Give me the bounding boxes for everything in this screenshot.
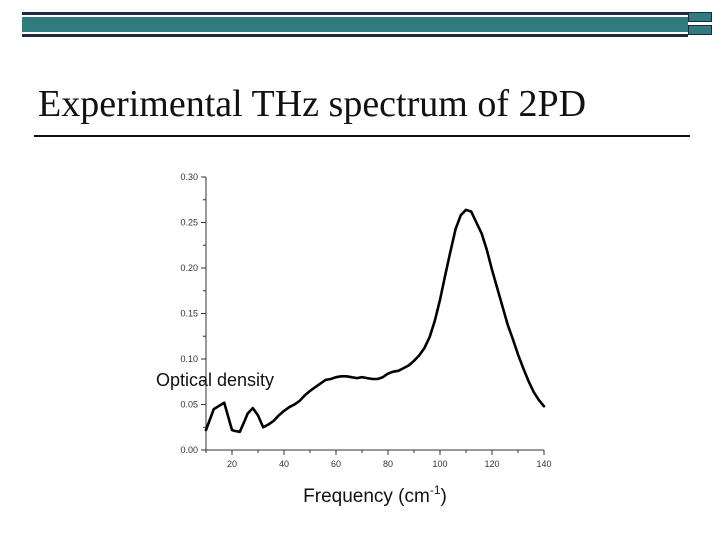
data-point xyxy=(455,228,457,230)
x-ticks: 20 40 60 80 100 120 140 xyxy=(205,450,552,469)
data-point xyxy=(239,431,241,433)
data-point xyxy=(533,391,535,393)
data-point xyxy=(460,214,462,216)
data-point xyxy=(423,347,425,349)
data-point xyxy=(486,249,488,251)
data-point xyxy=(418,354,420,356)
data-point xyxy=(345,375,347,377)
data-point xyxy=(434,320,436,322)
y-tick-label: 0.00 xyxy=(180,445,198,455)
data-point xyxy=(527,380,530,382)
data-points xyxy=(205,209,545,433)
data-point xyxy=(299,400,301,402)
data-point xyxy=(512,338,514,340)
data-point xyxy=(351,376,353,378)
data-point xyxy=(444,274,446,276)
y-tick-label: 0.20 xyxy=(180,263,198,273)
data-point xyxy=(491,269,493,271)
data-point xyxy=(267,423,269,426)
data-point xyxy=(262,426,264,428)
data-point xyxy=(382,376,384,378)
x-axis-label-main: Frequency (cm xyxy=(303,486,430,507)
data-point xyxy=(309,390,311,392)
data-point xyxy=(340,375,342,377)
data-point xyxy=(304,394,306,396)
x-tick-label: 120 xyxy=(484,459,499,469)
data-point xyxy=(475,221,477,224)
data-point xyxy=(501,305,503,307)
data-point xyxy=(252,407,254,409)
data-point xyxy=(335,376,337,378)
header-band xyxy=(22,12,688,37)
data-point xyxy=(371,378,373,380)
data-point xyxy=(213,408,215,410)
slide-header-bar xyxy=(22,12,714,37)
data-point xyxy=(356,377,358,379)
y-tick-label: 0.05 xyxy=(180,400,198,410)
data-point xyxy=(319,382,321,385)
data-point xyxy=(223,402,225,404)
data-point xyxy=(538,399,540,401)
data-point xyxy=(481,232,483,235)
x-tick-label: 100 xyxy=(432,459,447,469)
x-tick-label: 60 xyxy=(331,459,341,469)
x-tick-label: 20 xyxy=(227,459,237,469)
data-point xyxy=(408,364,410,366)
data-point xyxy=(293,403,295,406)
x-axis-label-sup: -1 xyxy=(430,483,441,497)
data-point xyxy=(361,376,363,378)
y-tick-label: 0.25 xyxy=(180,218,198,228)
data-point xyxy=(377,378,379,380)
data-point xyxy=(543,405,545,407)
data-point xyxy=(496,287,498,289)
data-point xyxy=(234,430,236,432)
data-point xyxy=(314,386,316,388)
data-point xyxy=(522,367,524,369)
data-point xyxy=(330,378,332,380)
y-axis-label: Optical density xyxy=(156,370,274,390)
data-point xyxy=(413,360,415,362)
x-tick-label: 80 xyxy=(383,459,393,469)
title-underline xyxy=(34,135,690,137)
data-point xyxy=(325,379,327,381)
spectrum-line xyxy=(204,208,546,434)
data-point xyxy=(273,420,275,422)
data-point xyxy=(439,299,441,301)
y-tick-label: 0.15 xyxy=(180,309,198,319)
x-tick-label: 40 xyxy=(279,459,289,469)
y-ticks: 0.00 0.05 0.10 0.15 0.20 0.25 0.30 xyxy=(180,172,206,455)
data-point xyxy=(403,367,405,369)
data-point xyxy=(205,429,207,431)
y-tick-label: 0.10 xyxy=(180,354,198,364)
data-point xyxy=(465,209,467,211)
data-point xyxy=(517,353,519,356)
header-blocks xyxy=(688,12,714,37)
y-tick-label: 0.30 xyxy=(180,172,198,182)
data-point xyxy=(449,251,451,253)
data-point xyxy=(366,377,368,379)
data-point xyxy=(429,336,431,338)
data-point xyxy=(392,371,394,373)
data-point xyxy=(283,410,285,412)
data-point xyxy=(507,323,509,326)
data-point xyxy=(470,210,472,213)
slide-title: Experimental THz spectrum of 2PD xyxy=(38,83,587,125)
x-axis-label: Frequency (cm-1) xyxy=(303,483,447,507)
data-point xyxy=(278,414,280,417)
data-point xyxy=(231,429,233,431)
data-point xyxy=(244,419,246,421)
x-axis-label-end: ) xyxy=(441,486,447,507)
data-point xyxy=(288,406,290,408)
data-point xyxy=(397,370,399,372)
data-point xyxy=(387,372,389,375)
data-point xyxy=(257,414,259,417)
data-point xyxy=(247,413,249,415)
x-tick-label: 140 xyxy=(536,459,551,469)
